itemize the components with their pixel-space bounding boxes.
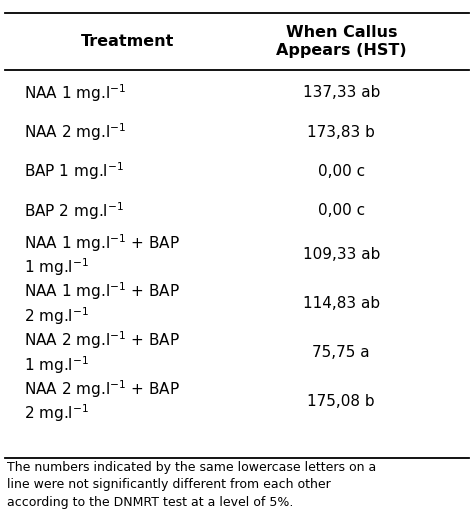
- Text: 75,75 a: 75,75 a: [312, 345, 370, 360]
- Text: The numbers indicated by the same lowercase letters on a
line were not significa: The numbers indicated by the same lowerc…: [7, 461, 376, 509]
- Text: NAA 2 mg.l$^{-1}$ + BAP
2 mg.l$^{-1}$: NAA 2 mg.l$^{-1}$ + BAP 2 mg.l$^{-1}$: [24, 379, 180, 424]
- Text: BAP 2 mg.l$^{-1}$: BAP 2 mg.l$^{-1}$: [24, 200, 124, 221]
- Text: 0,00 c: 0,00 c: [318, 203, 365, 218]
- Text: 114,83 ab: 114,83 ab: [303, 296, 380, 311]
- Text: When Callus
Appears (HST): When Callus Appears (HST): [276, 25, 407, 58]
- Text: NAA 1 mg.l$^{-1}$ + BAP
2 mg.l$^{-1}$: NAA 1 mg.l$^{-1}$ + BAP 2 mg.l$^{-1}$: [24, 281, 180, 327]
- Text: NAA 1 mg.l$^{-1}$: NAA 1 mg.l$^{-1}$: [24, 82, 126, 104]
- Text: 175,08 b: 175,08 b: [308, 394, 375, 409]
- Text: NAA 2 mg.l$^{-1}$ + BAP
1 mg.l$^{-1}$: NAA 2 mg.l$^{-1}$ + BAP 1 mg.l$^{-1}$: [24, 330, 180, 375]
- Text: NAA 2 mg.l$^{-1}$: NAA 2 mg.l$^{-1}$: [24, 122, 126, 143]
- Text: 109,33 ab: 109,33 ab: [302, 247, 380, 262]
- Text: Treatment: Treatment: [82, 34, 174, 49]
- Text: BAP 1 mg.l$^{-1}$: BAP 1 mg.l$^{-1}$: [24, 161, 124, 182]
- Text: 173,83 b: 173,83 b: [307, 125, 375, 140]
- Text: 137,33 ab: 137,33 ab: [302, 85, 380, 100]
- Text: 0,00 c: 0,00 c: [318, 164, 365, 179]
- Text: NAA 1 mg.l$^{-1}$ + BAP
1 mg.l$^{-1}$: NAA 1 mg.l$^{-1}$ + BAP 1 mg.l$^{-1}$: [24, 232, 180, 278]
